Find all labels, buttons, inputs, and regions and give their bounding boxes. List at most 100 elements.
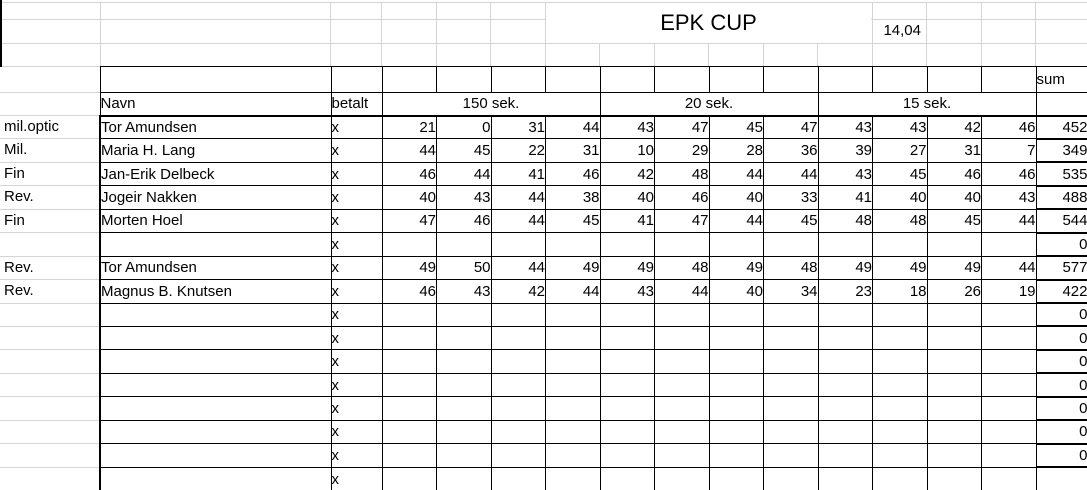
score-cell[interactable]: 40 xyxy=(708,279,764,304)
paid-cell[interactable]: x xyxy=(330,232,383,257)
group-label[interactable]: Rev. xyxy=(4,282,34,300)
paid-cell[interactable]: x xyxy=(330,443,383,468)
sum-cell[interactable]: 0 xyxy=(1035,349,1087,375)
score-cell[interactable] xyxy=(708,466,764,490)
score-cell[interactable] xyxy=(436,349,492,374)
name-cell[interactable] xyxy=(99,443,332,468)
score-cell[interactable]: 49 xyxy=(545,255,601,281)
score-cell[interactable] xyxy=(872,419,928,445)
score-cell[interactable] xyxy=(490,349,546,374)
score-cell[interactable]: 48 xyxy=(654,161,710,187)
score-cell[interactable]: 46 xyxy=(381,279,437,304)
score-cell[interactable]: 43 xyxy=(817,161,873,187)
name-cell[interactable] xyxy=(99,466,332,490)
score-cell[interactable] xyxy=(981,419,1037,445)
score-cell[interactable] xyxy=(545,232,601,257)
score-cell[interactable] xyxy=(763,396,819,421)
score-cell[interactable]: 48 xyxy=(654,255,710,281)
score-cell[interactable]: 43 xyxy=(436,279,492,304)
score-cell[interactable]: 23 xyxy=(817,279,873,304)
paid-cell[interactable]: x xyxy=(330,208,383,234)
score-cell[interactable] xyxy=(381,396,437,421)
name-cell[interactable]: Tor Amundsen xyxy=(99,255,332,281)
score-cell[interactable] xyxy=(654,302,710,327)
sum-cell[interactable]: 0 xyxy=(1035,325,1087,351)
score-cell[interactable] xyxy=(817,372,873,398)
score-cell[interactable] xyxy=(654,419,710,445)
score-cell[interactable]: 44 xyxy=(708,161,764,187)
header-spacer-cell[interactable] xyxy=(817,66,873,93)
paid-cell[interactable]: x xyxy=(330,419,383,445)
score-cell[interactable] xyxy=(708,396,764,421)
score-cell[interactable]: 38 xyxy=(545,185,601,210)
score-cell[interactable]: 44 xyxy=(545,279,601,304)
header-spacer-cell[interactable] xyxy=(545,66,601,93)
score-cell[interactable]: 27 xyxy=(872,138,928,163)
score-cell[interactable]: 31 xyxy=(926,138,982,163)
sum-cell[interactable] xyxy=(1035,466,1087,490)
score-cell[interactable]: 41 xyxy=(817,185,873,210)
group-label[interactable]: Rev. xyxy=(4,188,34,206)
score-cell[interactable]: 28 xyxy=(708,138,764,163)
header-spacer-cell[interactable] xyxy=(926,66,982,93)
score-cell[interactable] xyxy=(926,396,982,421)
section-15sek-header[interactable]: 15 sek. xyxy=(817,92,1037,117)
score-cell[interactable] xyxy=(708,302,764,327)
score-cell[interactable]: 47 xyxy=(654,114,710,140)
score-cell[interactable]: 47 xyxy=(381,208,437,234)
name-cell[interactable] xyxy=(99,325,332,351)
score-cell[interactable]: 42 xyxy=(926,114,982,140)
score-cell[interactable]: 44 xyxy=(763,161,819,187)
score-cell[interactable]: 46 xyxy=(981,114,1037,140)
score-cell[interactable]: 43 xyxy=(817,114,873,140)
score-cell[interactable] xyxy=(599,325,655,351)
score-cell[interactable] xyxy=(545,466,601,490)
score-cell[interactable] xyxy=(490,325,546,351)
score-cell[interactable] xyxy=(490,396,546,421)
score-cell[interactable]: 46 xyxy=(981,161,1037,187)
score-cell[interactable]: 33 xyxy=(763,185,819,210)
score-cell[interactable] xyxy=(817,443,873,468)
score-cell[interactable]: 31 xyxy=(490,114,546,140)
paid-cell[interactable]: x xyxy=(330,185,383,210)
score-cell[interactable] xyxy=(381,372,437,398)
score-cell[interactable]: 47 xyxy=(763,114,819,140)
score-cell[interactable]: 44 xyxy=(490,208,546,234)
paid-cell[interactable]: x xyxy=(330,302,383,327)
score-cell[interactable] xyxy=(981,396,1037,421)
score-cell[interactable] xyxy=(981,302,1037,327)
score-cell[interactable] xyxy=(436,466,492,490)
score-cell[interactable] xyxy=(599,466,655,490)
score-cell[interactable] xyxy=(817,302,873,327)
score-cell[interactable] xyxy=(654,372,710,398)
group-label[interactable]: mil.optic xyxy=(4,118,60,135)
score-cell[interactable] xyxy=(654,396,710,421)
score-cell[interactable] xyxy=(872,466,928,490)
score-cell[interactable]: 40 xyxy=(599,185,655,210)
section-20sek-header[interactable]: 20 sek. xyxy=(599,92,819,117)
score-cell[interactable] xyxy=(926,232,982,257)
score-cell[interactable] xyxy=(708,232,764,257)
name-cell[interactable]: Morten Hoel xyxy=(99,208,332,234)
score-cell[interactable] xyxy=(872,396,928,421)
name-cell[interactable]: Jan-Erik Delbeck xyxy=(99,161,332,187)
score-cell[interactable] xyxy=(763,419,819,445)
score-cell[interactable] xyxy=(872,232,928,257)
score-cell[interactable] xyxy=(545,372,601,398)
score-cell[interactable]: 46 xyxy=(436,208,492,234)
score-cell[interactable] xyxy=(926,325,982,351)
score-cell[interactable] xyxy=(708,443,764,468)
paid-cell[interactable]: x xyxy=(330,138,383,163)
score-cell[interactable]: 44 xyxy=(490,185,546,210)
header-spacer-cell[interactable] xyxy=(330,66,383,93)
sum-header-spacer-cell[interactable] xyxy=(1035,92,1087,117)
score-cell[interactable] xyxy=(926,372,982,398)
score-cell[interactable]: 45 xyxy=(872,161,928,187)
score-cell[interactable]: 21 xyxy=(381,114,437,140)
paid-header-cell[interactable]: betalt xyxy=(330,92,383,117)
sum-cell[interactable]: 0 xyxy=(1035,419,1087,445)
score-cell[interactable] xyxy=(654,325,710,351)
group-label[interactable]: Fin xyxy=(4,164,25,182)
score-cell[interactable] xyxy=(545,443,601,468)
score-cell[interactable] xyxy=(817,466,873,490)
